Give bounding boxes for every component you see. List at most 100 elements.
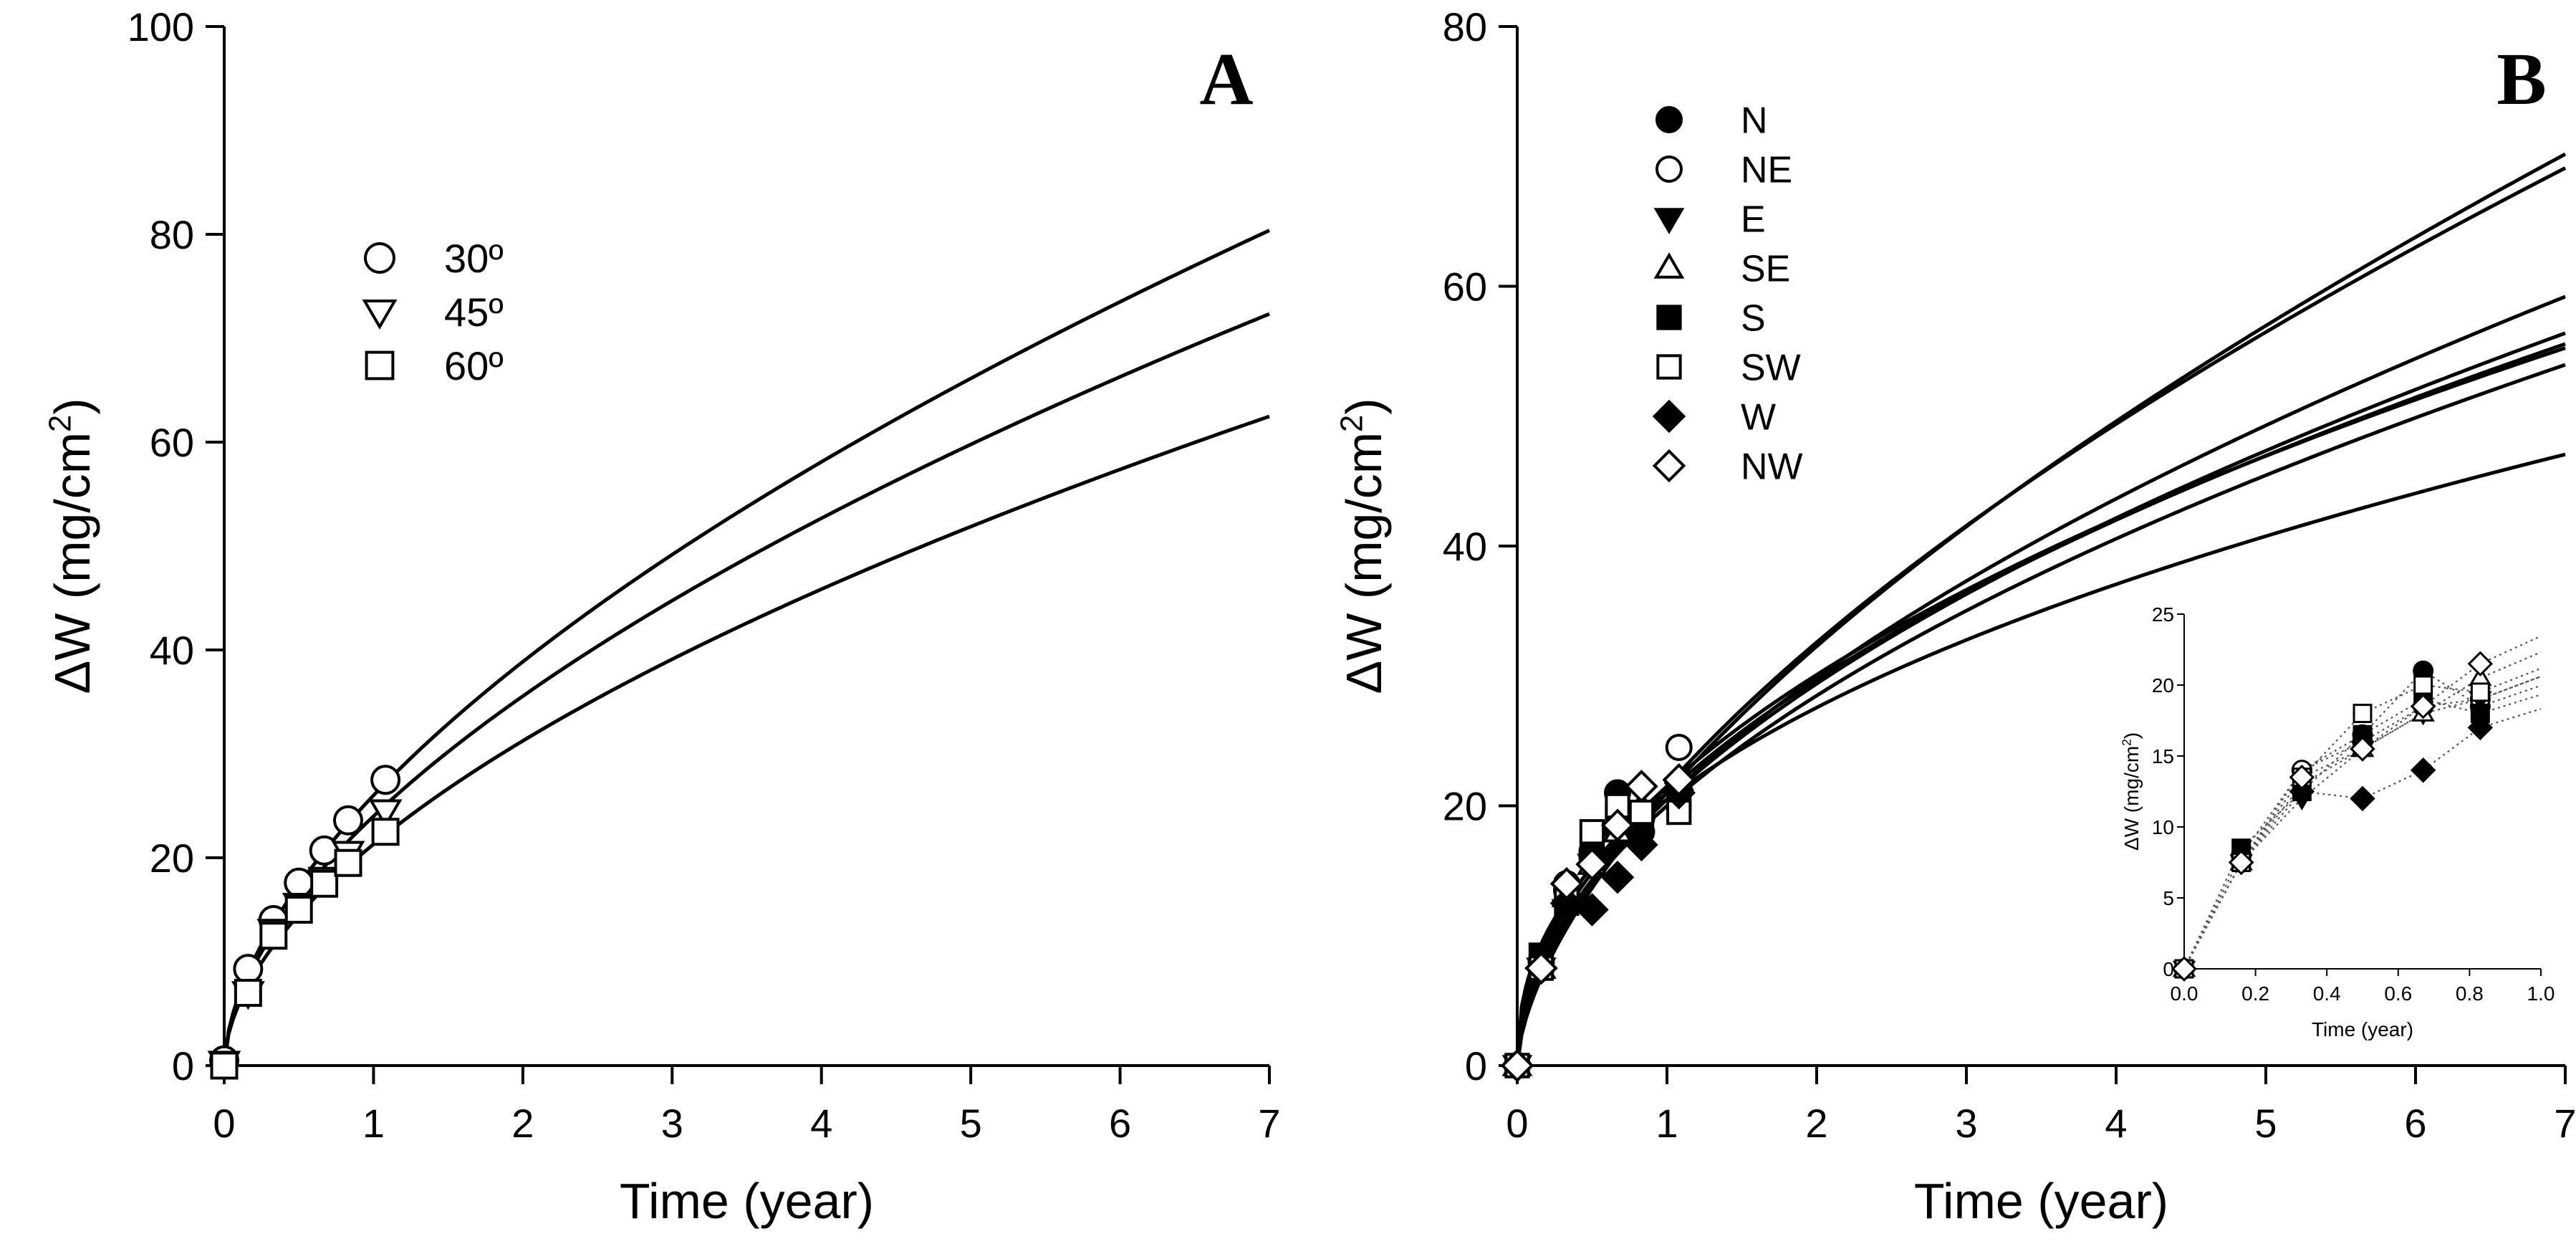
data-point: [1625, 770, 1658, 803]
data-point: [310, 869, 339, 898]
legend-marker: [362, 300, 398, 330]
inset-data-point: [2352, 704, 2373, 724]
x-tick-label: 0.0: [2171, 982, 2198, 1005]
x-tick-label: 0.8: [2456, 982, 2484, 1005]
inset-data-point: [2467, 714, 2494, 741]
x-tick-label: 6: [2404, 1101, 2426, 1146]
fit-curve-NW: [1515, 152, 2567, 1066]
y-tick-label: 60: [1443, 264, 1487, 310]
x-tick-label: 1: [1655, 1101, 1678, 1146]
inset-data-point: [2350, 736, 2375, 762]
data-point: [1500, 1048, 1534, 1083]
legend-entry: SW: [1741, 348, 1801, 389]
fit-curve-NE: [1515, 166, 2567, 1066]
legend-marker: [1656, 354, 1682, 380]
x-tick-label: 7: [2554, 1101, 2576, 1146]
data-point: [1600, 808, 1635, 842]
legend-entry: NE: [1741, 150, 1792, 191]
legend-marker: [365, 350, 395, 381]
panel-a-chart: 0 1 2 3 4 5 6 7 0 20 40 60 80 100 Time (year) ΔW (mg/cm…: [43, 4, 1280, 1229]
x-tick-label: 5: [960, 1101, 982, 1146]
x-tick-label: 0: [1506, 1101, 1528, 1146]
data-point: [234, 979, 262, 1007]
legend-entry: E: [1741, 199, 1766, 241]
data-point: [1600, 860, 1635, 894]
data-point: [1575, 847, 1609, 881]
y-axis-title: ΔW (mg/cm2): [1335, 398, 1392, 694]
legend-entry: N: [1741, 100, 1768, 142]
inset-data-point: [2413, 675, 2433, 695]
panel-label: B: [2496, 38, 2546, 120]
data-point: [1549, 867, 1584, 901]
inset-data-point: [2289, 764, 2315, 790]
legend-entry: 30º: [444, 236, 504, 281]
legend-marker: [1655, 156, 1683, 183]
legend-entry: S: [1741, 298, 1766, 340]
x-tick-label: 3: [1955, 1101, 1977, 1146]
inset-data-point: [2470, 682, 2490, 702]
x-axis-title: Time (year): [620, 1173, 874, 1229]
y-tick-label: 0: [2163, 958, 2174, 980]
y-tick-label: 0: [1465, 1043, 1487, 1088]
data-point: [1625, 828, 1658, 862]
data-point: [332, 805, 363, 836]
legend-entry: NW: [1741, 446, 1803, 488]
inset-data-point: [2171, 956, 2197, 982]
inset-data-point: [2228, 849, 2254, 876]
data-point: [284, 896, 313, 924]
y-axis-title-text: ΔW (mg/cm: [44, 432, 100, 694]
y-tick-label: 20: [1443, 784, 1487, 829]
data-point: [1628, 799, 1655, 826]
data-point: [1549, 886, 1584, 920]
y-axis-title-superscript: 2: [1335, 415, 1369, 432]
y-tick-label: 15: [2152, 745, 2174, 767]
x-tick-label: 1: [362, 1101, 385, 1146]
x-tick-label: 5: [2254, 1101, 2277, 1146]
legend-entry: W: [1741, 397, 1776, 439]
data-point: [1666, 799, 1692, 826]
inset-chart: 0.0 0.2 0.4 0.6 0.8 1.0 0 5 10 15 20 25 Time (year) Δ…: [2119, 603, 2555, 1040]
x-tick-label: 2: [511, 1101, 534, 1146]
fit-curve-N: [1515, 342, 2566, 1066]
x-tick-label: 1.0: [2527, 982, 2555, 1005]
legend-marker: [1653, 208, 1685, 234]
y-tick-label: 25: [2152, 603, 2174, 626]
y-axis-title: ΔW (mg/cm2): [2119, 732, 2143, 851]
x-tick-label: 7: [1258, 1101, 1280, 1146]
y-axis-title-text: ΔW (mg/cm: [2120, 746, 2143, 851]
x-tick-label: 2: [1805, 1101, 1827, 1146]
data-point: [1524, 951, 1558, 985]
legend-marker: [1652, 449, 1686, 483]
x-tick-label: 4: [810, 1101, 832, 1146]
inset-data-point: [2350, 785, 2375, 812]
fit-curve-45: [222, 312, 1270, 1066]
legend-entry: 45º: [444, 290, 504, 335]
x-axis-title: Time (year): [1914, 1173, 2168, 1229]
data-point: [334, 848, 362, 877]
y-axis-title-close: ): [44, 398, 100, 414]
y-tick-label: 60: [150, 420, 194, 465]
x-tick-label: 6: [1109, 1101, 1131, 1146]
legend-marker: [1652, 399, 1686, 434]
y-axis-title: ΔW (mg/cm2): [43, 398, 100, 694]
y-tick-label: 20: [2152, 674, 2174, 697]
y-tick-label: 40: [150, 628, 194, 673]
y-tick-label: 80: [1443, 4, 1487, 49]
y-tick-label: 100: [128, 4, 194, 49]
data-point: [284, 867, 314, 898]
data-point: [368, 799, 403, 828]
fit-curve-60: [222, 414, 1270, 1066]
x-axis-title: Time (year): [2312, 1018, 2413, 1040]
legend-marker: [1656, 305, 1682, 330]
data-point: [1575, 893, 1609, 927]
x-tick-label: 0: [213, 1101, 235, 1146]
x-tick-label: 3: [661, 1101, 683, 1146]
legend-entry: SE: [1741, 249, 1790, 290]
panel-label: A: [1199, 38, 1253, 120]
legend-entry: 60º: [444, 343, 504, 388]
fit-curve-S: [1515, 295, 2566, 1066]
fit-curve-E: [1515, 331, 2566, 1066]
y-tick-label: 40: [1443, 524, 1487, 569]
